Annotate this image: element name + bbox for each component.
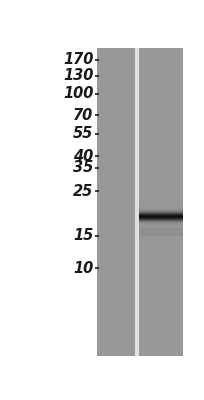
Text: 170: 170	[63, 52, 93, 67]
Bar	[139, 220, 183, 221]
Bar	[139, 211, 183, 212]
Bar	[139, 210, 183, 211]
Bar	[135, 48, 139, 356]
Bar	[139, 224, 183, 225]
Bar	[139, 223, 183, 224]
Bar	[139, 214, 183, 215]
Text: 130: 130	[63, 68, 93, 83]
Bar	[139, 227, 183, 228]
Text: 40: 40	[73, 149, 93, 164]
Text: 70: 70	[73, 108, 93, 123]
Bar	[139, 215, 183, 216]
Bar	[139, 212, 183, 213]
Bar	[139, 216, 183, 217]
Bar	[139, 219, 183, 220]
Bar	[139, 205, 183, 206]
Text: 10: 10	[73, 261, 93, 276]
Bar	[139, 208, 183, 209]
Bar	[139, 221, 183, 222]
Text: 35: 35	[73, 160, 93, 175]
Bar	[139, 205, 183, 206]
Bar	[139, 212, 183, 213]
Bar	[139, 222, 183, 223]
Bar	[139, 209, 183, 210]
Bar	[139, 206, 183, 207]
Text: 15: 15	[73, 228, 93, 243]
Bar	[139, 213, 183, 214]
Bar	[139, 227, 183, 228]
Bar	[139, 204, 183, 205]
Text: 55: 55	[73, 126, 93, 141]
Bar	[139, 210, 183, 211]
Bar	[139, 213, 183, 214]
Bar	[139, 214, 183, 215]
Text: 25: 25	[73, 184, 93, 199]
Bar	[139, 226, 183, 227]
Bar	[139, 217, 183, 218]
Bar	[139, 225, 183, 226]
Bar	[98, 48, 135, 356]
Bar	[139, 211, 183, 212]
Bar	[139, 226, 183, 227]
Bar	[139, 207, 183, 208]
Bar	[139, 206, 183, 207]
Bar	[139, 218, 183, 219]
Bar	[139, 208, 183, 209]
Bar	[139, 207, 183, 208]
Bar	[139, 48, 183, 356]
Bar	[139, 209, 183, 210]
Text: 100: 100	[63, 86, 93, 101]
Bar	[139, 228, 183, 236]
